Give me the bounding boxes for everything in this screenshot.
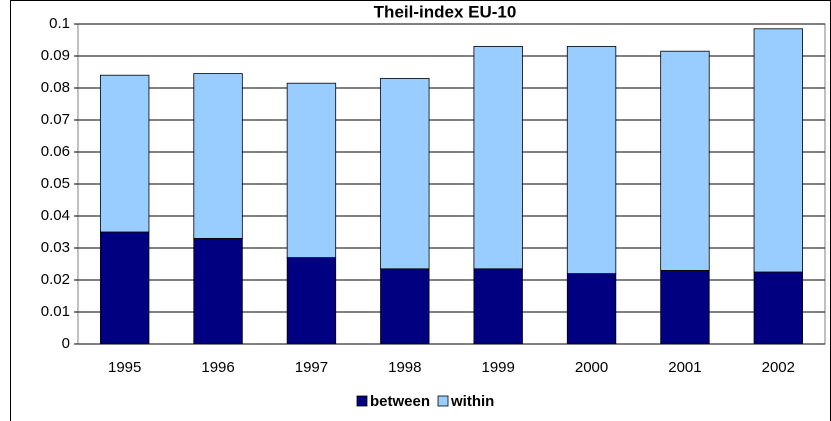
y-tick-label: 0.04 bbox=[41, 207, 70, 224]
bar-segment bbox=[193, 237, 243, 345]
bar-segment bbox=[100, 74, 150, 233]
legend-label: between bbox=[370, 393, 430, 410]
bar-segment bbox=[753, 28, 803, 273]
bar-segment bbox=[473, 268, 523, 345]
bar-segment bbox=[660, 50, 710, 271]
legend-swatch bbox=[437, 395, 449, 407]
x-tick-label: 1998 bbox=[388, 359, 421, 376]
y-tick-label: 0.08 bbox=[41, 79, 70, 96]
bar-segment bbox=[753, 271, 803, 345]
y-tick-label: 0.06 bbox=[41, 143, 70, 160]
x-tick-label: 2001 bbox=[668, 359, 701, 376]
x-tick-label: 2002 bbox=[762, 359, 795, 376]
legend-swatch bbox=[356, 395, 368, 407]
legend-label: within bbox=[450, 393, 494, 410]
x-tick-label: 2000 bbox=[575, 359, 608, 376]
y-tick-label: 0.1 bbox=[49, 15, 70, 32]
x-tick-label: 1997 bbox=[295, 359, 328, 376]
bar-segment bbox=[286, 257, 337, 345]
y-tick-label: 0.03 bbox=[41, 239, 70, 256]
bar-segment bbox=[380, 268, 430, 345]
x-tick-label: 1996 bbox=[201, 359, 234, 376]
x-tick-label: 1995 bbox=[108, 359, 141, 376]
bar-segment bbox=[473, 46, 523, 270]
y-tick-label: 0.09 bbox=[41, 47, 70, 64]
x-tick-label: 1999 bbox=[482, 359, 515, 376]
bar-segment bbox=[193, 73, 243, 239]
bar-segment bbox=[566, 273, 617, 345]
y-tick-label: 0.05 bbox=[41, 175, 70, 192]
bar-segment bbox=[566, 46, 617, 274]
y-tick-label: 0.01 bbox=[41, 303, 70, 320]
y-tick-label: 0 bbox=[62, 335, 70, 352]
bar-segment bbox=[286, 82, 337, 258]
y-tick-label: 0.07 bbox=[41, 111, 70, 128]
bar-segment bbox=[660, 269, 710, 345]
bar-segment bbox=[380, 78, 430, 270]
chart-title: Theil-index EU-10 bbox=[374, 2, 517, 21]
bar-segment bbox=[100, 231, 150, 345]
y-tick-label: 0.02 bbox=[41, 271, 70, 288]
